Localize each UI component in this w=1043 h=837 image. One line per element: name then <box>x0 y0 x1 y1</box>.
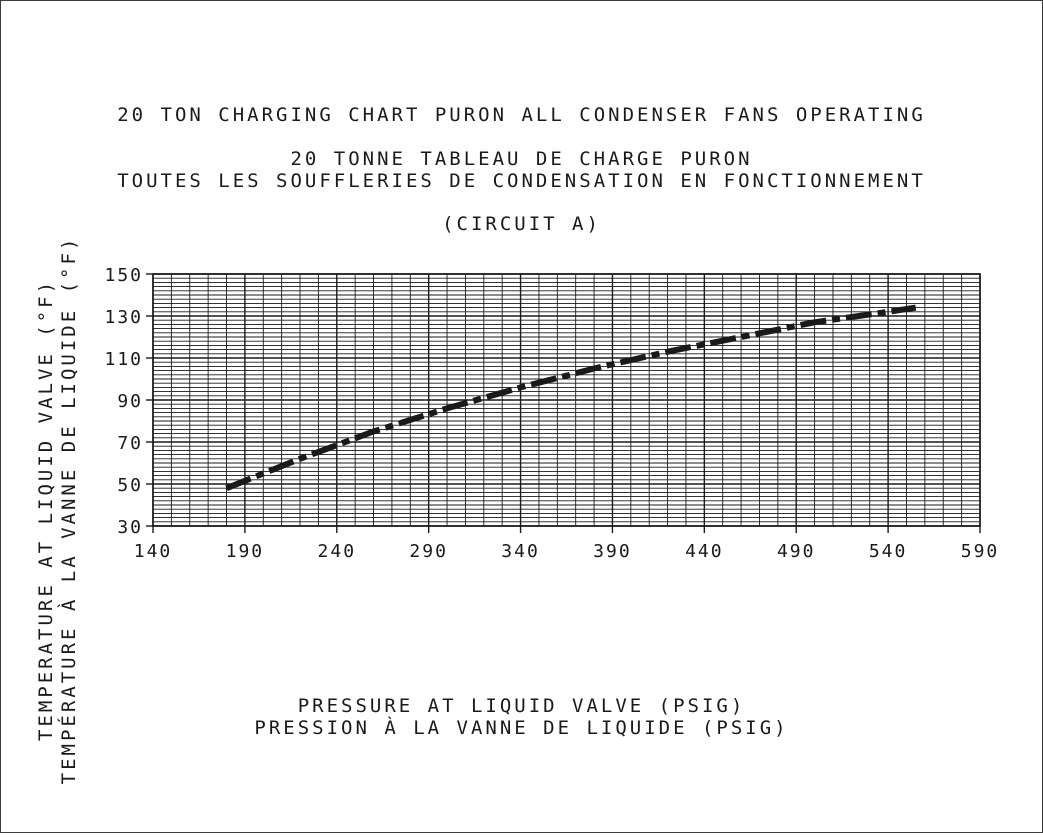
chart-title: 20 TON CHARGING CHART PURON ALL CONDENSE… <box>117 104 926 126</box>
x-tick-label: 540 <box>869 541 908 562</box>
chart-subtitle-line-1: 20 TONNE TABLEAU DE CHARGE PURON <box>290 148 753 170</box>
series-line <box>225 304 917 491</box>
y-tick-label: 150 <box>104 265 143 286</box>
x-axis-label-fr: PRESSION À LA VANNE DE LIQUIDE (PSIG) <box>254 717 789 739</box>
x-tick-label: 190 <box>226 541 265 562</box>
plot-border <box>152 273 981 527</box>
x-axis-label-en: PRESSURE AT LIQUID VALVE (PSIG) <box>297 695 746 717</box>
y-tick-label: 70 <box>117 433 143 454</box>
x-tick-label: 390 <box>593 541 632 562</box>
y-tick-label: 110 <box>104 349 143 370</box>
x-tick-label: 490 <box>777 541 816 562</box>
y-tick-label: 90 <box>117 391 143 412</box>
x-tick-label: 290 <box>409 541 448 562</box>
x-tick-label: 590 <box>961 541 1000 562</box>
y-tick-label: 130 <box>104 307 143 328</box>
y-tick-labels: 150 130 110 90 70 50 30 <box>104 265 143 538</box>
chart-subtitle-circuit: (CIRCUIT A) <box>442 213 601 235</box>
y-axis-label-fr: TEMPÉRATURE À LA VANNE DE LIQUIDE (°F) <box>57 236 80 785</box>
grid-minor <box>153 274 980 526</box>
x-tick-label: 440 <box>685 541 724 562</box>
x-tick-label: 140 <box>134 541 173 562</box>
grid-major <box>146 273 981 533</box>
y-axis-label-en: TEMPERATURE AT LIQUID VALVE (°F) <box>35 279 57 741</box>
x-tick-label: 240 <box>318 541 357 562</box>
y-tick-label: 30 <box>117 517 143 538</box>
y-tick-label: 50 <box>117 475 143 496</box>
x-tick-labels: 140 190 240 290 340 390 440 490 540 590 <box>134 541 1000 562</box>
chart-subtitle-line-2: TOUTES LES SOUFFLERIES DE CONDENSATION E… <box>117 170 926 192</box>
x-tick-label: 340 <box>501 541 540 562</box>
